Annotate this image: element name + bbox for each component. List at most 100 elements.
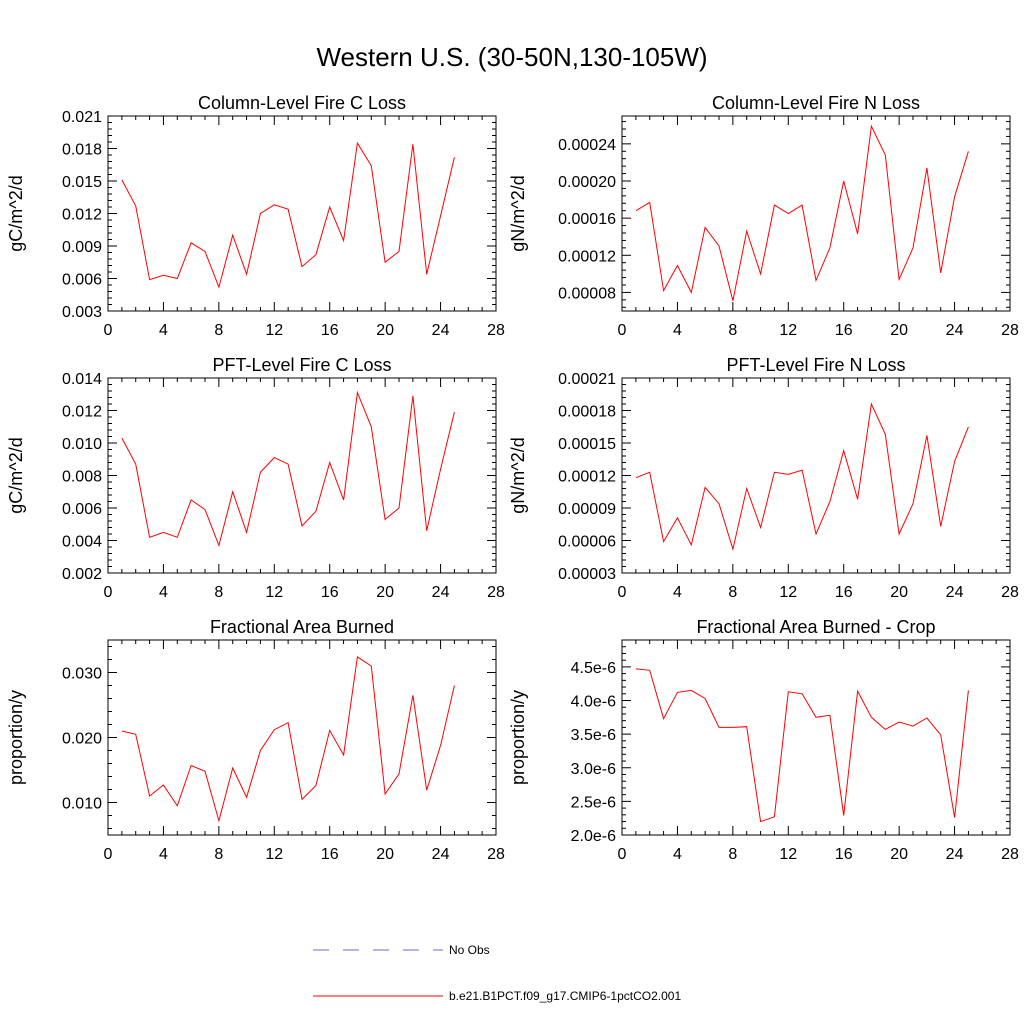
x-tick-label: 0 (618, 584, 627, 601)
x-tick-label: 28 (487, 322, 505, 339)
x-tick-label: 16 (835, 846, 853, 863)
x-tick-label: 0 (618, 322, 627, 339)
series-line-1 (121, 656, 455, 823)
x-tick-label: 16 (321, 846, 339, 863)
panel-title: Column-Level Fire C Loss (198, 93, 406, 113)
y-tick-label: 0.00009 (558, 501, 616, 518)
y-tick-label: 0.018 (62, 142, 102, 159)
chart-panel-5: Fractional Area Burned 0 4 8 12 16 20 24 28 0.010… (6, 617, 505, 863)
x-tick-label: 12 (779, 322, 797, 339)
x-tick-label: 28 (1001, 322, 1019, 339)
y-tick-label: 2.0e-6 (571, 828, 616, 845)
y-tick-label: 0.015 (62, 174, 102, 191)
x-tick-label: 0 (618, 846, 627, 863)
x-tick-label: 0 (104, 584, 113, 601)
y-tick-label: 0.008 (62, 469, 102, 486)
y-tick-label: 0.006 (62, 272, 102, 289)
x-tick-label: 12 (265, 322, 283, 339)
y-tick-label: 0.00003 (558, 566, 616, 583)
y-tick-label: 0.00021 (558, 371, 616, 388)
y-tick-label: 0.030 (62, 666, 102, 683)
panel-title: Column-Level Fire N Loss (712, 93, 920, 113)
x-tick-label: 4 (673, 846, 682, 863)
legend-label-model-run: b.e21.B1PCT.f09_g17.CMIP6-1pctCO2.001 (449, 989, 681, 1003)
x-tick-label: 8 (728, 846, 737, 863)
x-tick-label: 0 (104, 322, 113, 339)
x-tick-label: 8 (214, 846, 223, 863)
x-tick-label: 0 (104, 846, 113, 863)
x-tick-label: 24 (432, 846, 450, 863)
plot-frame (107, 115, 497, 312)
y-tick-label: 0.020 (62, 731, 102, 748)
y-tick-label: 0.00024 (558, 137, 616, 154)
panel-title: Fractional Area Burned (210, 617, 394, 637)
y-axis-label: proportion/y (6, 690, 26, 785)
plot-frame (107, 377, 497, 574)
y-tick-label: 0.00006 (558, 534, 616, 551)
chart-panel-6: Fractional Area Burned - Crop 0 4 8 12 16 20 24… (508, 617, 1019, 863)
panel-title: PFT-Level Fire N Loss (726, 355, 905, 375)
y-tick-label: 0.014 (62, 371, 102, 388)
panel-title: Fractional Area Burned - Crop (696, 617, 935, 637)
plot-frame (621, 639, 1011, 836)
x-tick-label: 16 (321, 584, 339, 601)
chart-panel-1: Column-Level Fire C Loss 0 4 8 12 16 20 24 28 0.0… (6, 93, 505, 339)
panel-grid: Column-Level Fire C Loss 0 4 8 12 16 20 24 28 0.0… (6, 93, 1019, 863)
y-axis-label: gC/m^2/d (6, 437, 26, 513)
x-tick-label: 24 (946, 584, 964, 601)
y-tick-label: 0.00018 (558, 404, 616, 421)
y-tick-label: 4.5e-6 (571, 660, 616, 677)
x-tick-label: 20 (376, 846, 394, 863)
series-line-1 (121, 390, 455, 548)
x-tick-label: 12 (779, 584, 797, 601)
x-tick-label: 28 (1001, 584, 1019, 601)
x-tick-label: 8 (728, 584, 737, 601)
y-tick-label: 0.00012 (558, 248, 616, 265)
series-line-1 (121, 141, 455, 289)
x-tick-label: 24 (946, 846, 964, 863)
x-tick-label: 4 (159, 584, 168, 601)
series-line-1 (635, 668, 969, 823)
x-tick-label: 4 (673, 584, 682, 601)
y-tick-label: 0.002 (62, 566, 102, 583)
x-tick-label: 20 (376, 322, 394, 339)
y-tick-label: 0.010 (62, 796, 102, 813)
x-tick-label: 28 (487, 584, 505, 601)
panel-title: PFT-Level Fire C Loss (212, 355, 391, 375)
x-tick-label: 20 (376, 584, 394, 601)
x-tick-label: 16 (835, 584, 853, 601)
y-axis-label: gN/m^2/d (508, 437, 528, 513)
chart-panel-2: Column-Level Fire N Loss 0 4 8 12 16 20 24 28 0.0… (508, 93, 1019, 339)
chart-panel-3: PFT-Level Fire C Loss 0 4 8 12 16 20 24 28 0.002 0… (6, 355, 505, 601)
y-axis-label: gC/m^2/d (6, 175, 26, 251)
x-tick-label: 12 (265, 584, 283, 601)
x-tick-label: 24 (946, 322, 964, 339)
x-tick-label: 4 (159, 322, 168, 339)
y-tick-label: 0.010 (62, 436, 102, 453)
y-axis-label: proportion/y (508, 690, 528, 785)
x-tick-label: 20 (890, 322, 908, 339)
series-line-1 (635, 124, 969, 301)
x-tick-label: 8 (728, 322, 737, 339)
y-tick-label: 0.021 (62, 109, 102, 126)
y-tick-label: 3.0e-6 (571, 761, 616, 778)
y-tick-label: 0.00008 (558, 285, 616, 302)
x-tick-label: 20 (890, 846, 908, 863)
y-tick-label: 2.5e-6 (571, 794, 616, 811)
y-tick-label: 0.00015 (558, 436, 616, 453)
y-axis-label: gN/m^2/d (508, 175, 528, 251)
x-tick-label: 24 (432, 322, 450, 339)
y-tick-label: 0.009 (62, 239, 102, 256)
legend-label-no-obs: No Obs (449, 943, 490, 957)
x-tick-label: 8 (214, 584, 223, 601)
x-tick-label: 28 (487, 846, 505, 863)
x-tick-label: 24 (432, 584, 450, 601)
plot-frame (107, 639, 497, 836)
y-tick-label: 0.003 (62, 304, 102, 321)
x-tick-label: 8 (214, 322, 223, 339)
legend: No Obs b.e21.B1PCT.f09_g17.CMIP6-1pctCO2… (313, 943, 681, 1003)
x-tick-label: 12 (779, 846, 797, 863)
y-tick-label: 0.012 (62, 207, 102, 224)
x-tick-label: 16 (835, 322, 853, 339)
x-tick-label: 20 (890, 584, 908, 601)
